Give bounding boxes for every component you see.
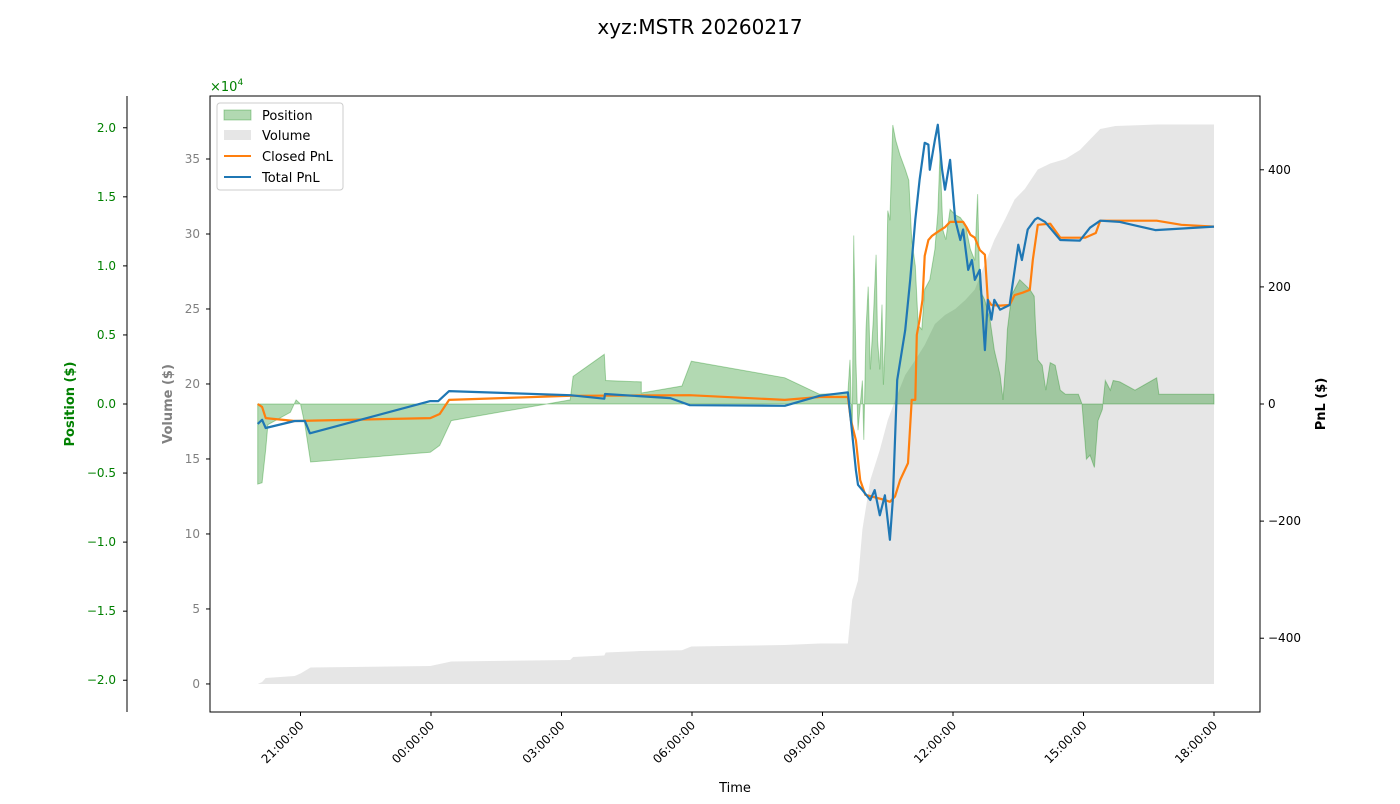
- pnl-tick-label: −400: [1268, 631, 1301, 645]
- volume-tick-label: 30: [185, 227, 200, 241]
- legend-label-closed-pnl: Closed PnL: [262, 150, 334, 165]
- position-tick-label: 2.0: [97, 121, 116, 135]
- legend-swatch-volume: [224, 130, 251, 140]
- x-axis-label: Time: [718, 781, 751, 796]
- legend: Position Volume Closed PnL Total PnL: [216, 102, 344, 191]
- volume-axis-label: Volume ($): [161, 364, 176, 444]
- pnl-axis-label: PnL ($): [1314, 378, 1329, 431]
- x-tick-label: 09:00:00: [781, 718, 829, 766]
- position-tick-label: 0.0: [97, 397, 116, 411]
- x-tick-label: 06:00:00: [650, 718, 698, 766]
- position-tick-label: −1.0: [87, 535, 116, 549]
- position-tick-label: 1.0: [97, 259, 116, 273]
- x-tick-label: 12:00:00: [911, 718, 959, 766]
- position-tick-label: −2.0: [87, 673, 116, 687]
- legend-label-total-pnl: Total PnL: [261, 171, 320, 186]
- x-tick-label: 03:00:00: [520, 718, 568, 766]
- legend-swatch-position: [223, 109, 252, 121]
- pnl-tick-label: 400: [1268, 163, 1291, 177]
- series-volume-area: [257, 124, 1214, 684]
- series-total-pnl-line: [256, 123, 1215, 541]
- pnl-tick-label: −200: [1268, 514, 1301, 528]
- legend-label-volume: Volume: [262, 129, 310, 144]
- x-tick-label: 21:00:00: [259, 718, 307, 766]
- series-closed-pnl-line: [257, 219, 1215, 503]
- position-tick-label: 1.5: [97, 190, 116, 204]
- volume-tick-label: 5: [192, 602, 200, 616]
- series-position-area: [257, 124, 1215, 485]
- volume-tick-label: 20: [185, 377, 200, 391]
- volume-tick-label: 35: [185, 152, 200, 166]
- x-tick-label: 18:00:00: [1172, 718, 1220, 766]
- volume-tick-label: 10: [185, 527, 200, 541]
- pnl-tick-label: 200: [1268, 280, 1291, 294]
- x-tick-label: 00:00:00: [389, 718, 437, 766]
- position-scale-label: ×104: [210, 78, 243, 95]
- volume-tick-label: 15: [185, 452, 200, 466]
- volume-tick-label: 0: [192, 677, 200, 691]
- position-tick-label: −1.5: [87, 604, 116, 618]
- position-tick-label: 0.5: [97, 328, 116, 342]
- position-tick-label: −0.5: [87, 466, 116, 480]
- volume-tick-label: 25: [185, 302, 200, 316]
- legend-label-position: Position: [262, 109, 313, 124]
- chart-title: xyz:MSTR 20260217: [597, 15, 802, 39]
- pnl-tick-label: 0: [1268, 397, 1276, 411]
- x-tick-label: 15:00:00: [1042, 718, 1090, 766]
- position-axis-label: Position ($): [63, 362, 78, 447]
